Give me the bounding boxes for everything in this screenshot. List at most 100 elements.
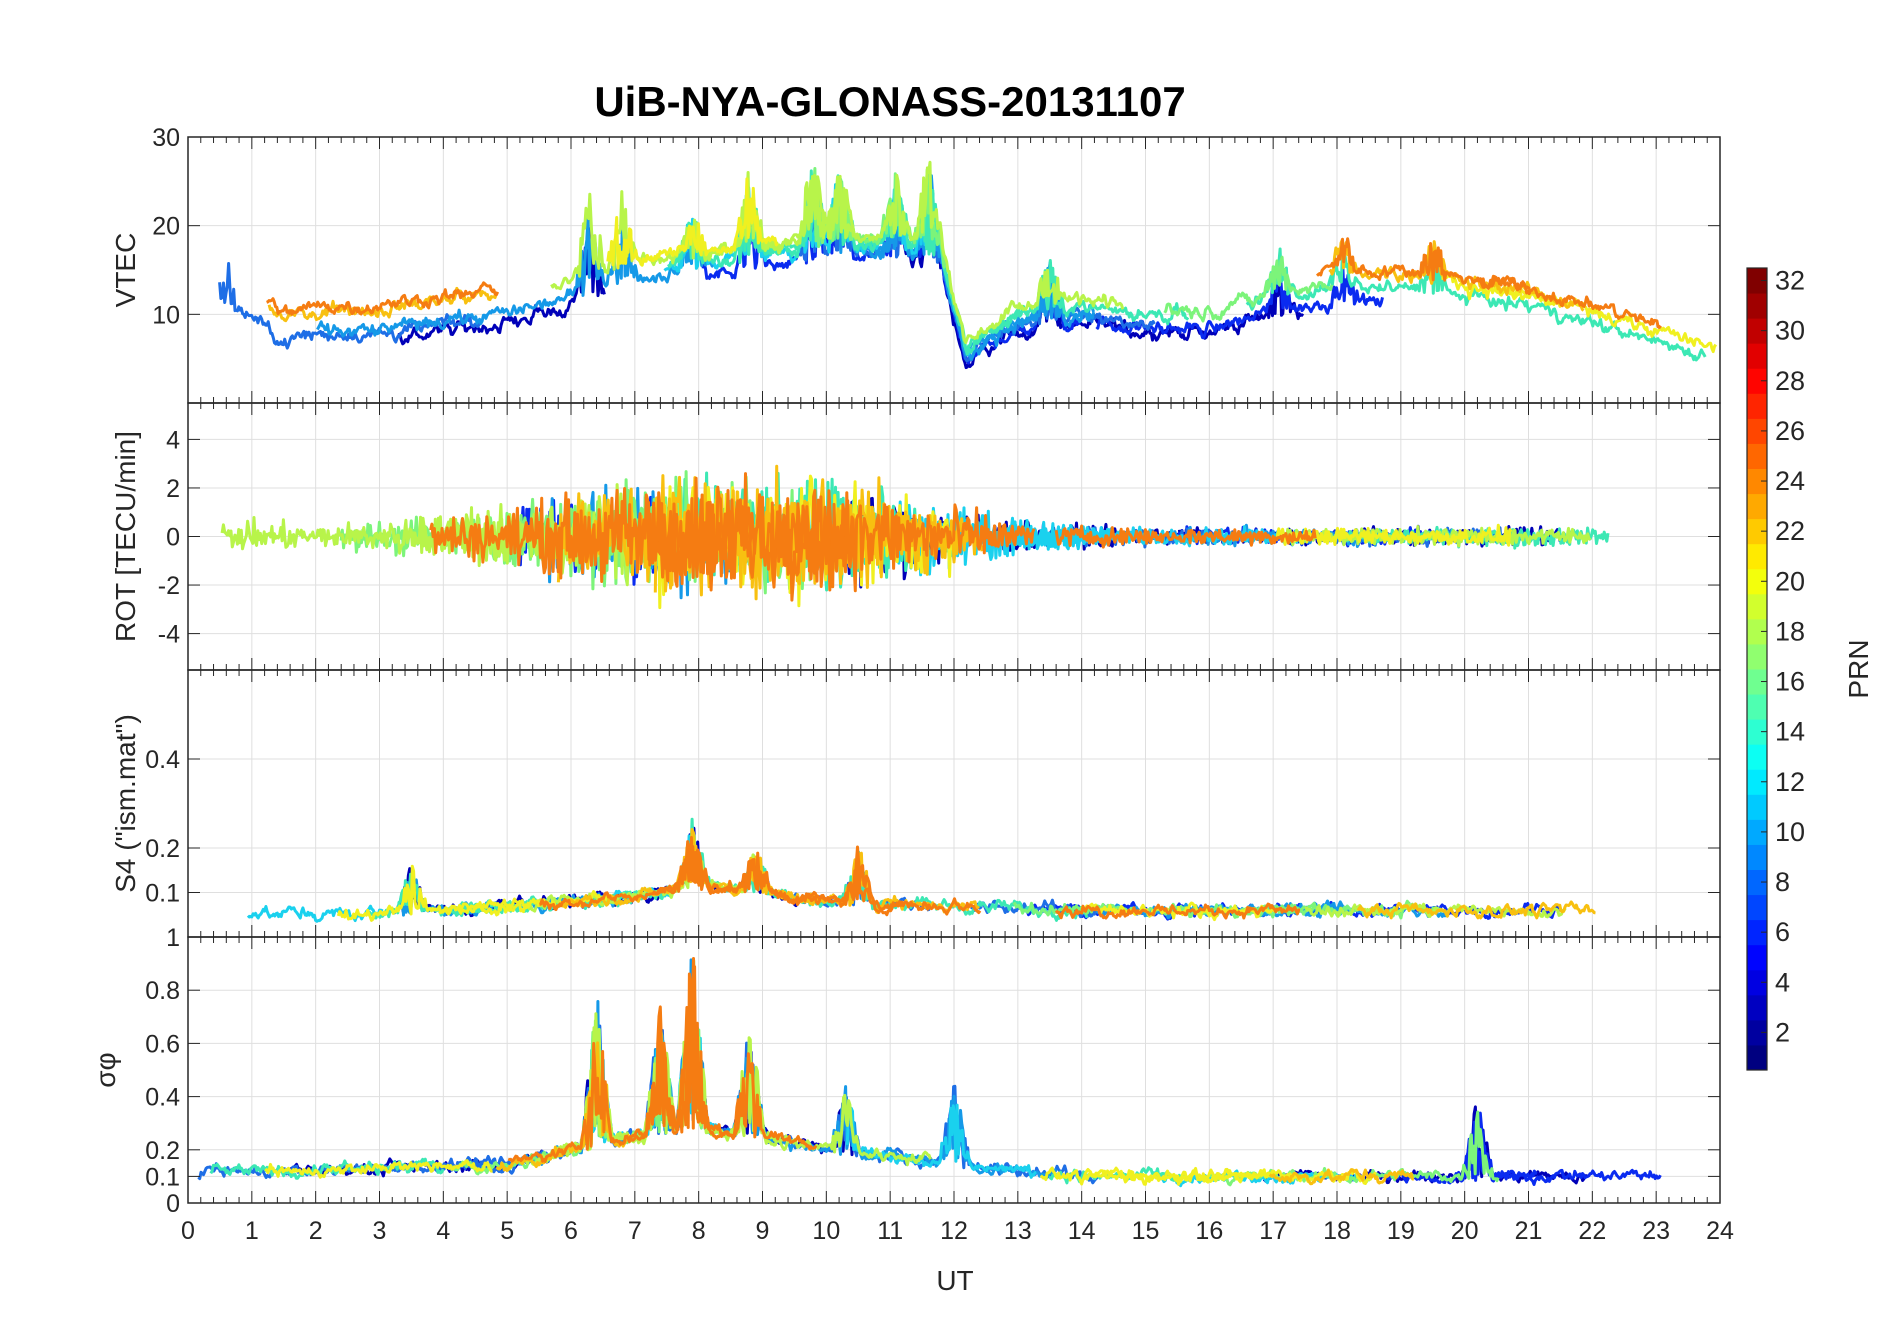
panel-4-ytick-2: 0.2: [145, 1137, 180, 1165]
xtick-label-6: 6: [564, 1217, 578, 1245]
series-prn-22-panel-3: [1356, 900, 1596, 920]
panel-3-ytick-0: 0.1: [145, 880, 180, 908]
colorbar-step-12: [1747, 769, 1767, 795]
panel-2-ytick-0: -4: [158, 621, 180, 649]
colorbar-step-20: [1747, 568, 1767, 595]
colorbar-step-27: [1747, 393, 1767, 419]
colorbar-step-26: [1747, 418, 1767, 444]
xtick-label-4: 4: [436, 1217, 450, 1245]
series-prn-22-panel-4: [1268, 1168, 1415, 1186]
panel-3-ylabel: S4 ("ism.mat"): [110, 714, 141, 893]
colorbar-tick-9: 20: [1775, 566, 1805, 596]
xtick-label-9: 9: [756, 1217, 770, 1245]
panel-1-ytick-1: 20: [152, 213, 180, 241]
colorbar-tick-11: 24: [1775, 466, 1805, 496]
panel-2-ytick-1: -2: [158, 572, 180, 600]
panel-3-ytick-1: 0.2: [145, 835, 180, 863]
panel-3-ytick-2: 0.4: [145, 746, 180, 774]
xtick-label-16: 16: [1195, 1217, 1223, 1245]
colorbar-step-2: [1747, 1019, 1767, 1046]
series-prn-24-panel-2: [1054, 524, 1317, 549]
colorbar-step-25: [1747, 443, 1767, 469]
chart-title: UiB-NYA-GLONASS-20131107: [594, 78, 1185, 125]
series-prn-24-panel-1: [266, 281, 500, 316]
panel-1-ytick-2: 30: [152, 124, 180, 152]
series-prn-18-panel-2: [220, 515, 507, 562]
panel-2-ylabel: ROT [TECU/min]: [110, 431, 141, 642]
series-prn-20-panel-1: [606, 177, 779, 270]
panel-2: -4 -2 0 2 4 ROT [TECU/min]: [110, 402, 1721, 671]
colorbar-step-24: [1747, 468, 1767, 495]
xtick-label-3: 3: [373, 1217, 387, 1245]
series-prn-24-panel-3: [1054, 902, 1301, 920]
panel-2-ytick-3: 2: [166, 475, 180, 503]
panel-4-ytick-5: 0.8: [145, 977, 180, 1005]
colorbar-tick-10: 22: [1775, 516, 1805, 546]
colorbar-tick-6: 14: [1775, 717, 1805, 747]
colorbar-tick-4: 10: [1775, 817, 1805, 847]
series-prn-18-panel-1: [694, 160, 1125, 345]
series-prn-24-panel-1: [1315, 237, 1531, 292]
xtick-label-14: 14: [1068, 1217, 1096, 1245]
colorbar-tick-14: 30: [1775, 316, 1805, 346]
xtick-label-17: 17: [1259, 1217, 1287, 1245]
panel-2-ticks: [187, 403, 1721, 670]
xtick-label-15: 15: [1132, 1217, 1160, 1245]
xtick-label-24: 24: [1706, 1217, 1734, 1245]
colorbar-step-30: [1747, 318, 1767, 344]
colorbar-tick-8: 18: [1775, 616, 1805, 646]
colorbar-tick-2: 6: [1775, 917, 1790, 947]
colorbar-step-6: [1747, 919, 1767, 946]
colorbar-step-28: [1747, 368, 1767, 394]
colorbar-step-4: [1747, 969, 1767, 996]
xtick-label-13: 13: [1004, 1217, 1032, 1245]
colorbar-step-15: [1747, 694, 1767, 720]
panel-2-ytick-4: 4: [166, 426, 180, 454]
colorbar-label: PRN: [1843, 639, 1874, 698]
series-prn-24-panel-3: [539, 836, 894, 914]
series-prn-24-panel-1: [1478, 274, 1662, 329]
xtick-label-12: 12: [940, 1217, 968, 1245]
colorbar-step-23: [1747, 493, 1767, 520]
xtick-label-2: 2: [309, 1217, 323, 1245]
xtick-label-8: 8: [692, 1217, 706, 1245]
series-prn-16-panel-1: [1163, 255, 1334, 323]
xtick-label-11: 11: [877, 1217, 903, 1245]
xtick-label-0: 0: [181, 1217, 195, 1245]
colorbar-step-17: [1747, 643, 1767, 670]
series-prn-20-panel-1: [1482, 280, 1718, 354]
panel-1-ytick-0: 10: [152, 301, 180, 329]
colorbar-step-19: [1747, 593, 1767, 620]
xtick-label-20: 20: [1451, 1217, 1479, 1245]
colorbar-tick-0: 2: [1775, 1017, 1790, 1047]
xtick-label-1: 1: [245, 1217, 259, 1245]
panel-4-ylabel: σφ: [90, 1052, 121, 1087]
xtick-label-22: 22: [1578, 1217, 1606, 1245]
colorbar-tick-7: 16: [1775, 667, 1805, 697]
colorbar-step-13: [1747, 744, 1767, 770]
colorbar-step-29: [1747, 343, 1767, 369]
panel-3-ticks: [187, 670, 1721, 937]
colorbar-tick-12: 26: [1775, 416, 1805, 446]
xtick-label-19: 19: [1387, 1217, 1415, 1245]
x-axis-label: UT: [936, 1265, 973, 1296]
panel-4-ytick-1: 0.1: [145, 1163, 180, 1191]
panel-4-ytick-4: 0.6: [145, 1030, 180, 1058]
panel-3: 0.1 0.2 0.4S4 ("ism.mat"): [110, 669, 1721, 938]
colorbar-frame: [1746, 267, 1768, 1071]
colorbar-step-16: [1747, 669, 1767, 695]
colorbar-step-11: [1747, 794, 1767, 820]
series-prn-20-panel-3: [336, 864, 530, 922]
colorbar-step-8: [1747, 869, 1767, 896]
colorbar-step-10: [1747, 819, 1767, 845]
series-prn-24-panel-4: [628, 957, 818, 1151]
colorbar-step-1: [1747, 1044, 1767, 1071]
panel-4: 00.10.2 0.4 0.6 0.8 1 σφ: [90, 924, 1721, 1218]
colorbar-step-5: [1747, 944, 1767, 971]
xtick-label-7: 7: [628, 1217, 642, 1245]
colorbar-step-32: [1747, 268, 1767, 294]
panel-3-series: [246, 817, 1596, 923]
panel-2-ytick-2: 0: [166, 524, 180, 552]
